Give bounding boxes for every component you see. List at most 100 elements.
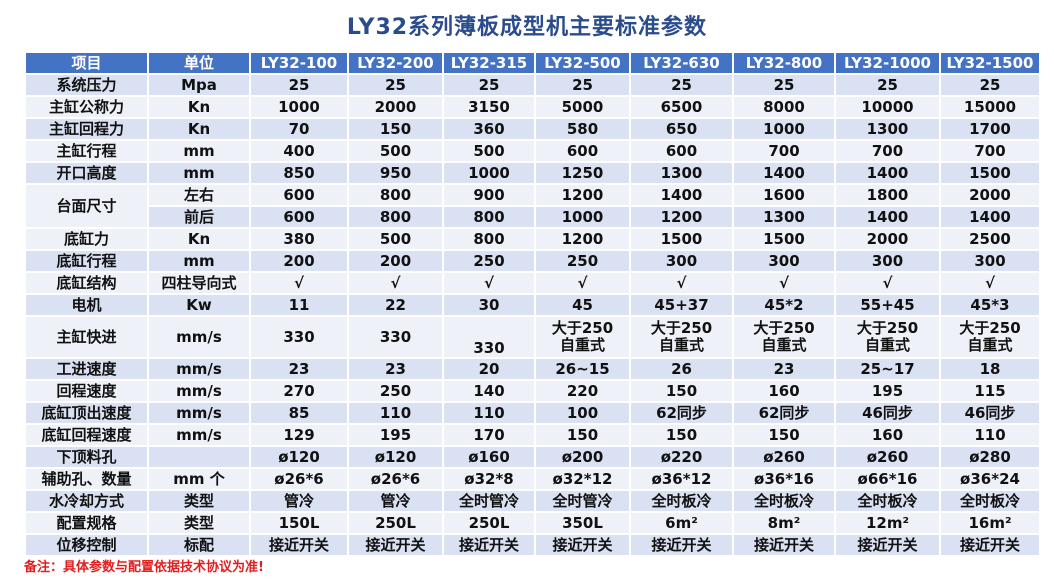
row-label: 下顶料孔: [24, 445, 149, 469]
value-cell: 62同步: [732, 401, 836, 425]
value-cell: 46同步: [834, 401, 941, 425]
value-cell: 3150: [442, 95, 536, 119]
value-cell: 300: [629, 249, 734, 273]
value-cell: 85: [249, 401, 349, 425]
value-cell: 45+37: [629, 293, 734, 317]
row-label: 位移控制: [24, 533, 149, 557]
value-cell: ø32*12: [534, 467, 631, 491]
value-cell: ø280: [939, 445, 1041, 469]
value-cell: 330: [249, 315, 349, 359]
value-cell: 110: [442, 401, 536, 425]
header-cell: 项目: [24, 51, 149, 75]
value-cell: 115: [939, 379, 1041, 403]
value-cell: 500: [347, 139, 444, 163]
value-cell: 1400: [629, 183, 734, 207]
value-cell: 250L: [347, 511, 444, 535]
value-cell: 70: [249, 117, 349, 141]
header-cell: LY32-100: [249, 51, 349, 75]
value-cell: 500: [442, 139, 536, 163]
row-label: 水冷却方式: [24, 489, 149, 513]
value-cell: 25: [249, 73, 349, 97]
value-cell: ø36*16: [732, 467, 836, 491]
row-label: 台面尺寸: [24, 183, 149, 229]
value-cell: 全时板冷: [834, 489, 941, 513]
header-cell: LY32-1000: [834, 51, 941, 75]
value-cell: 23: [249, 357, 349, 381]
value-cell: √: [629, 271, 734, 295]
unit-cell: 左右: [147, 183, 251, 207]
value-cell: 25: [629, 73, 734, 97]
unit-cell: 类型: [147, 511, 251, 535]
unit-cell: [147, 445, 251, 469]
value-cell: 195: [834, 379, 941, 403]
value-cell: 1400: [732, 161, 836, 185]
value-cell: 330: [442, 315, 536, 359]
value-cell: 220: [534, 379, 631, 403]
value-cell: 600: [249, 205, 349, 229]
value-cell: 150L: [249, 511, 349, 535]
value-cell: √: [834, 271, 941, 295]
unit-cell: Kn: [147, 95, 251, 119]
value-cell: 110: [347, 401, 444, 425]
header-cell: LY32-630: [629, 51, 734, 75]
table-row: 下顶料孔 ø120 ø120 ø160 ø200 ø220 ø260 ø260 ø280: [24, 445, 1041, 469]
value-cell: ø260: [834, 445, 941, 469]
value-cell: 1400: [939, 205, 1041, 229]
value-cell: 1500: [939, 161, 1041, 185]
unit-cell: mm/s: [147, 379, 251, 403]
value-cell: 管冷: [249, 489, 349, 513]
value-cell: 接近开关: [534, 533, 631, 557]
value-cell: 25: [534, 73, 631, 97]
unit-cell: 类型: [147, 489, 251, 513]
value-cell: 22: [347, 293, 444, 317]
table-row: 主缸公称力 Kn 1000 2000 3150 5000 6500 8000 10000 1500…: [24, 95, 1041, 119]
value-cell: 全时管冷: [442, 489, 536, 513]
spec-table: 项目 单位 LY32-100 LY32-200 LY32-315 LY32-500 LY32…: [24, 51, 1041, 557]
value-cell: √: [347, 271, 444, 295]
unit-cell: mm/s: [147, 357, 251, 381]
value-cell: 1200: [629, 205, 734, 229]
value-cell: 接近开关: [939, 533, 1041, 557]
unit-cell: Kw: [147, 293, 251, 317]
table-row: 底缸行程 mm 200 200 250 250 300 300 300 300: [24, 249, 1041, 273]
value-cell: 15000: [939, 95, 1041, 119]
value-cell: 800: [442, 227, 536, 251]
table-row: 底缸力 Kn 380 500 800 1200 1500 1500 2000 2500: [24, 227, 1041, 251]
value-cell: 接近开关: [629, 533, 734, 557]
value-cell: 300: [939, 249, 1041, 273]
value-cell: 2000: [939, 183, 1041, 207]
value-cell: 200: [347, 249, 444, 273]
value-cell: 800: [347, 205, 444, 229]
value-cell: 1250: [534, 161, 631, 185]
value-cell: 1300: [732, 205, 836, 229]
value-cell: 250: [534, 249, 631, 273]
value-cell: 45: [534, 293, 631, 317]
row-label: 主缸公称力: [24, 95, 149, 119]
value-cell: ø200: [534, 445, 631, 469]
value-cell: 250L: [442, 511, 536, 535]
value-cell: 1400: [834, 205, 941, 229]
value-cell: 45*3: [939, 293, 1041, 317]
value-cell: √: [732, 271, 836, 295]
table-row: 底缸结构 四柱导向式 √ √ √ √ √ √ √ √: [24, 271, 1041, 295]
row-label: 配置规格: [24, 511, 149, 535]
value-cell: 150: [629, 423, 734, 447]
value-cell: 250: [347, 379, 444, 403]
value-cell: 160: [834, 423, 941, 447]
value-cell: 1500: [629, 227, 734, 251]
value-cell: 1400: [834, 161, 941, 185]
value-cell: 23: [732, 357, 836, 381]
unit-cell: mm/s: [147, 315, 251, 359]
value-cell: 1500: [732, 227, 836, 251]
value-cell: 25: [834, 73, 941, 97]
value-cell: 26~15: [534, 357, 631, 381]
table-row: 配置规格 类型 150L 250L 250L 350L 6m² 8m² 12m² 16m²: [24, 511, 1041, 535]
value-cell: 150: [732, 423, 836, 447]
value-cell: 接近开关: [442, 533, 536, 557]
row-label: 主缸行程: [24, 139, 149, 163]
value-cell: 30: [442, 293, 536, 317]
value-cell: ø36*24: [939, 467, 1041, 491]
value-cell: ø220: [629, 445, 734, 469]
value-cell: 1200: [534, 227, 631, 251]
value-cell: 26: [629, 357, 734, 381]
